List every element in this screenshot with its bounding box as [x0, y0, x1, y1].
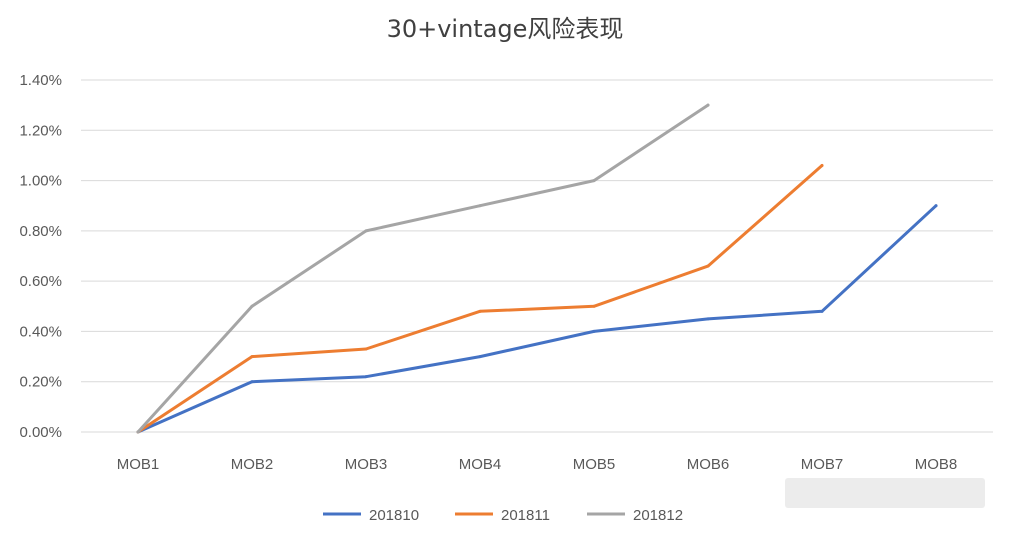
legend: 201810 201811 201812: [323, 507, 683, 524]
y-tick-label: 1.40%: [19, 72, 62, 89]
gridlines: [81, 79, 993, 433]
series-line-201812: [136, 103, 710, 434]
x-tick-label: MOB3: [345, 456, 388, 473]
legend-label: 201812: [633, 507, 683, 524]
legend-label: 201810: [369, 507, 419, 524]
data-point: [706, 103, 710, 107]
y-tick-label: 0.40%: [19, 323, 62, 340]
data-point: [478, 204, 482, 208]
data-point: [706, 264, 710, 268]
data-point: [592, 304, 596, 308]
data-point: [364, 347, 368, 351]
x-tick-label: MOB7: [801, 456, 844, 473]
legend-label: 201811: [501, 507, 550, 524]
y-tick-label: 0.80%: [19, 223, 62, 240]
y-axis: 0.00% 0.20% 0.40% 0.60% 0.80% 1.00% 1.20% 1.40%: [19, 72, 62, 441]
data-point: [250, 355, 254, 359]
x-tick-label: MOB5: [573, 456, 616, 473]
y-tick-label: 0.60%: [19, 273, 62, 290]
y-tick-label: 0.20%: [19, 374, 62, 391]
y-tick-label: 1.20%: [19, 122, 62, 139]
x-tick-label: MOB4: [459, 456, 502, 473]
x-tick-label: MOB8: [915, 456, 958, 473]
data-point: [706, 317, 710, 321]
x-axis: MOB1 MOB2 MOB3 MOB4 MOB5 MOB6 MOB7 MOB8: [117, 456, 958, 473]
y-tick-label: 0.00%: [19, 424, 62, 441]
watermark-blur: [785, 478, 985, 508]
data-point: [136, 430, 140, 434]
data-point: [820, 309, 824, 313]
x-tick-label: MOB1: [117, 456, 160, 473]
data-point: [478, 355, 482, 359]
data-point: [592, 329, 596, 333]
data-point: [592, 179, 596, 183]
x-tick-label: MOB6: [687, 456, 730, 473]
data-point: [250, 380, 254, 384]
chart-title: 30+vintage风险表现: [387, 15, 624, 43]
data-point: [820, 163, 824, 167]
data-point: [478, 309, 482, 313]
series-line-201810: [136, 204, 938, 434]
data-point: [364, 229, 368, 233]
data-point: [364, 375, 368, 379]
series-lines: [136, 103, 938, 434]
data-point: [250, 304, 254, 308]
y-tick-label: 1.00%: [19, 173, 62, 190]
data-point: [934, 204, 938, 208]
x-tick-label: MOB2: [231, 456, 274, 473]
